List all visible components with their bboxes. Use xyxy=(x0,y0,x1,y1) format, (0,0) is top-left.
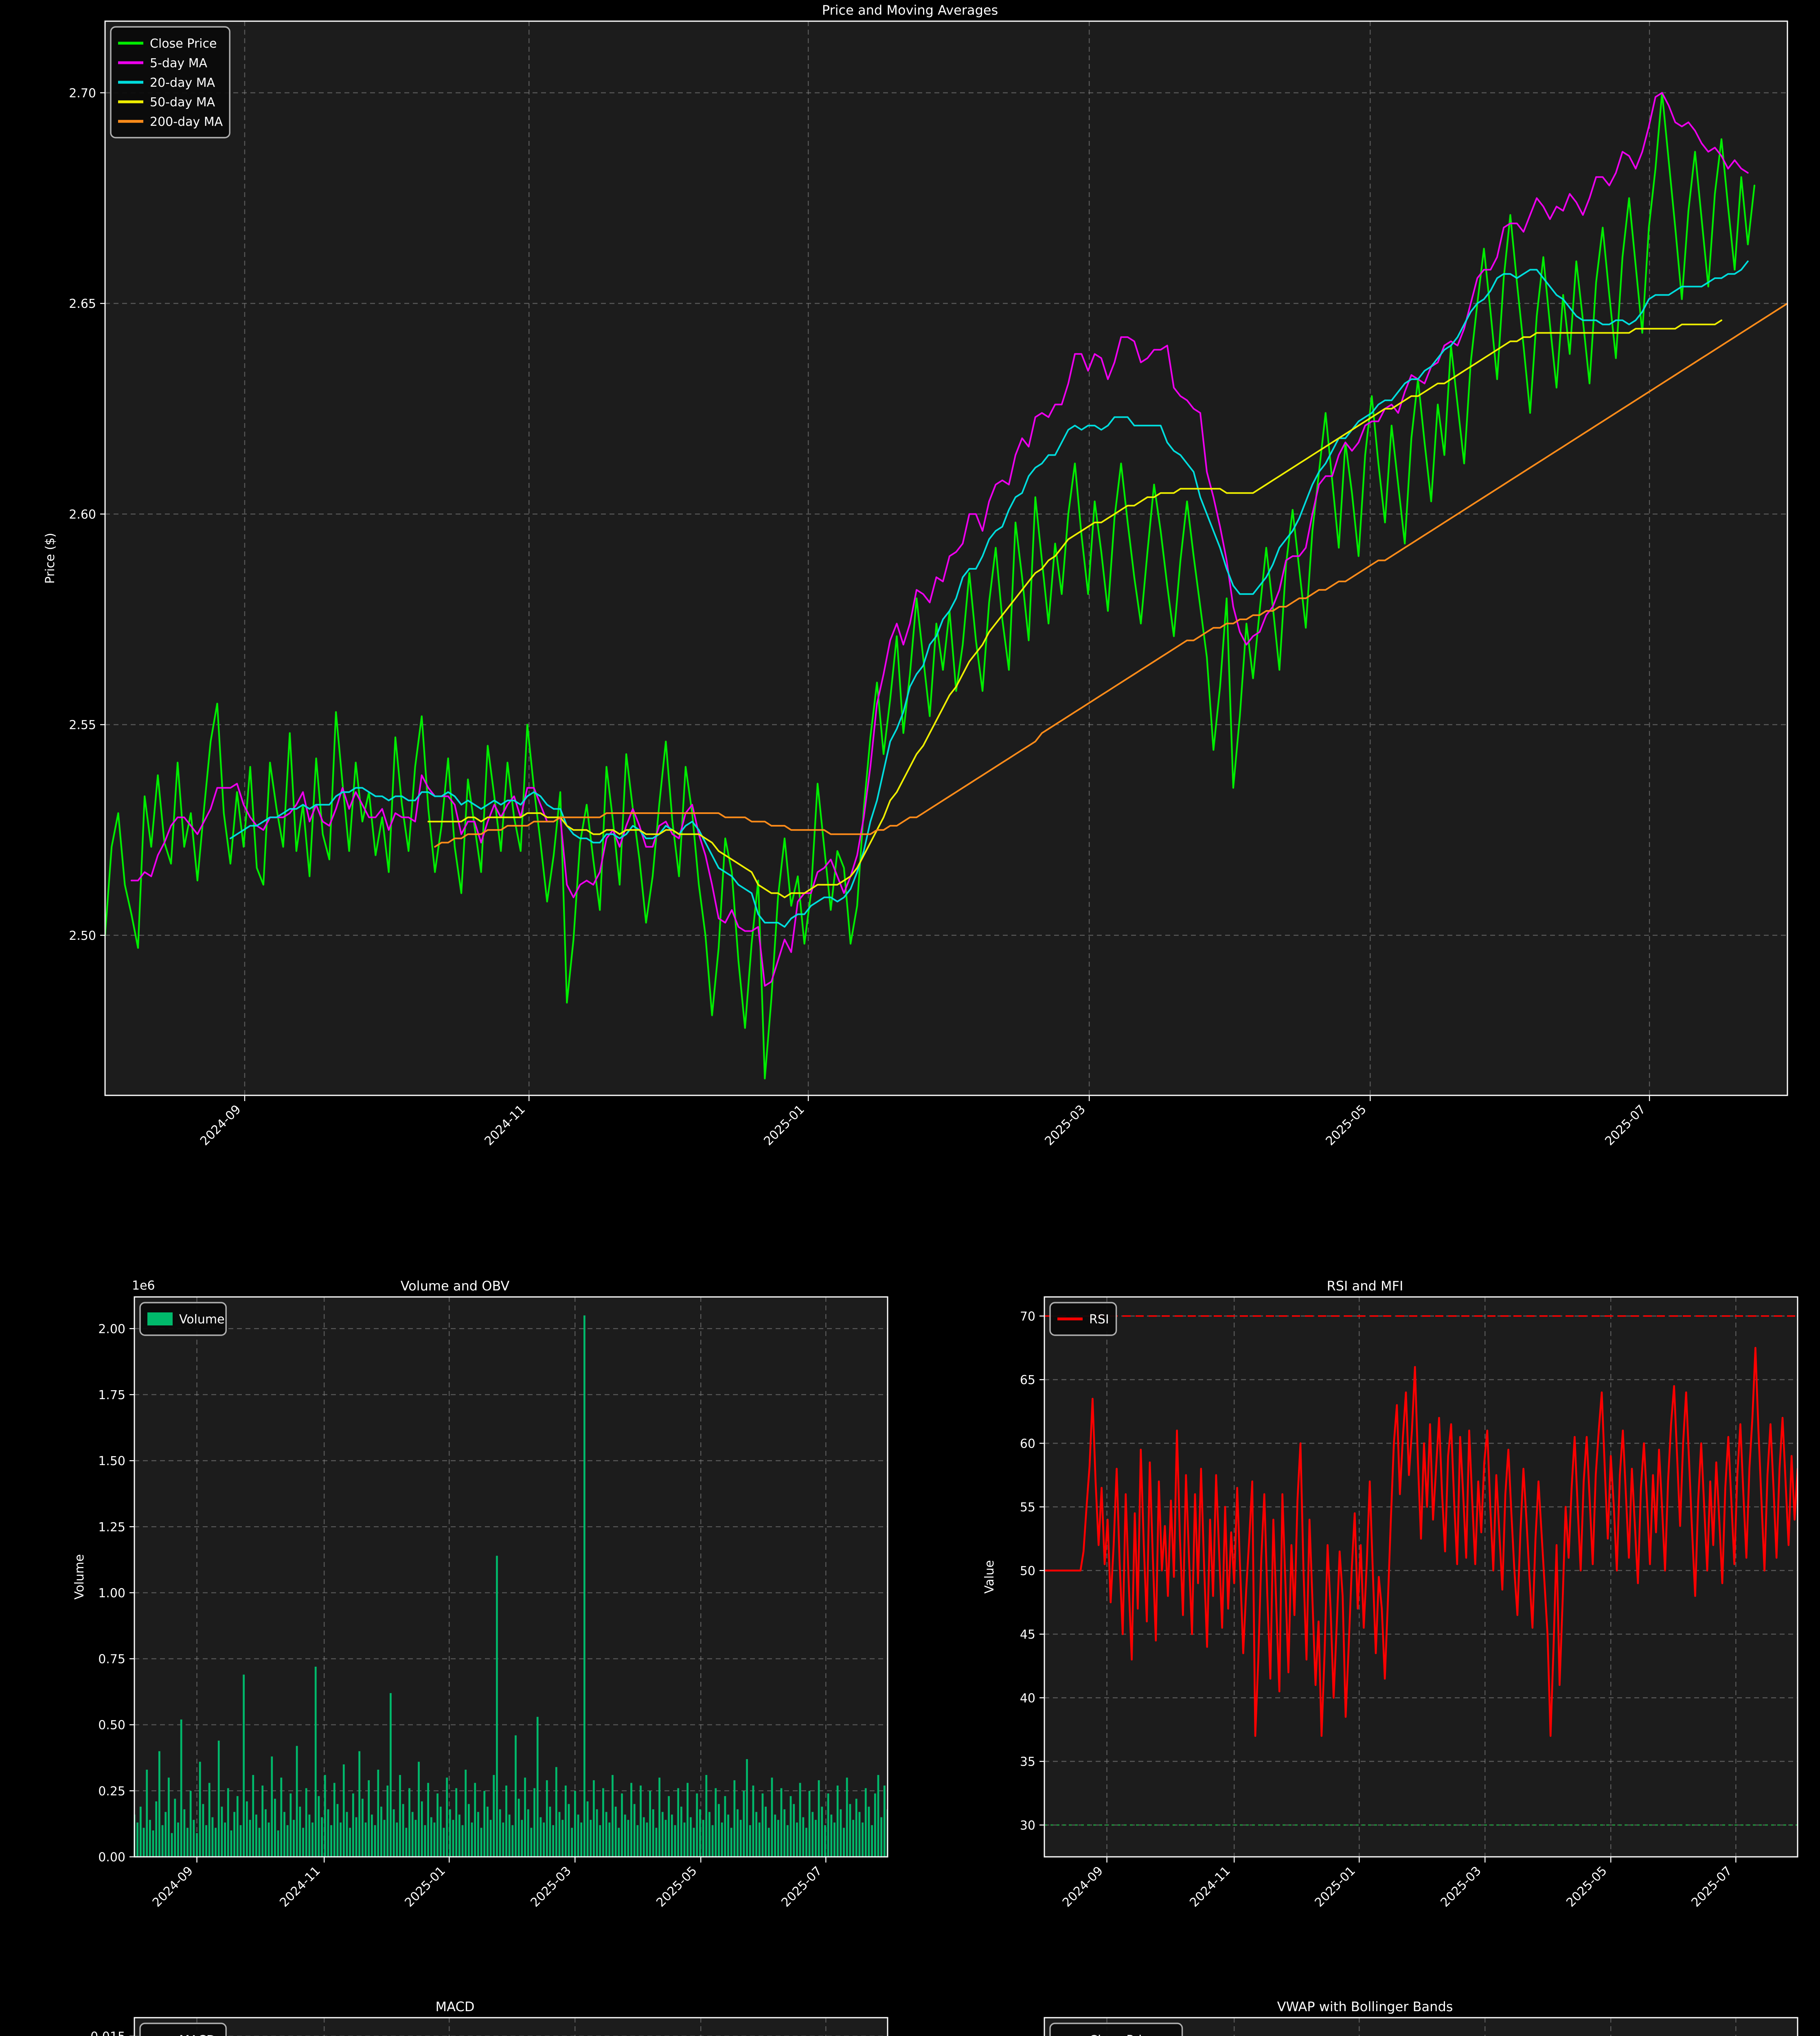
chart-legend[interactable]: Close Price 5-day MA 20-day MA 50-day MA 200… xyxy=(110,26,230,138)
series-line-50-day-ma xyxy=(428,319,1722,898)
y-axis-label: Value xyxy=(982,1560,997,1593)
y-tick-label: 2.55 xyxy=(69,718,96,733)
y-tick-label: 55 xyxy=(1020,1501,1035,1515)
y-tick-label: 45 xyxy=(1020,1628,1035,1642)
panel-title: Volume and OBV xyxy=(401,1278,510,1294)
series-line-20-day-ma xyxy=(229,260,1749,928)
x-tick-label: 2025-03 xyxy=(528,1864,574,1910)
x-tick-label: 2025-05 xyxy=(1323,1102,1369,1148)
x-tick-label: 2024-09 xyxy=(1060,1864,1106,1910)
panel-title: Price and Moving Averages xyxy=(822,2,998,18)
series-line-200-day-ma xyxy=(434,303,1787,848)
panel-title: MACD xyxy=(436,1999,475,2014)
y-tick-label: 60 xyxy=(1020,1437,1035,1451)
y-tick-label: 1.25 xyxy=(98,1520,125,1534)
y-axis-label: Price ($) xyxy=(43,533,57,584)
y-tick-label: 50 xyxy=(1020,1564,1035,1578)
x-tick-label: 2024-09 xyxy=(150,1864,196,1910)
legend-label: 200-day MA xyxy=(150,115,223,129)
x-tick-label: 2025-01 xyxy=(402,1864,448,1910)
x-tick-label: 2025-07 xyxy=(779,1864,825,1910)
x-tick-label: 2025-05 xyxy=(1563,1864,1609,1910)
y-tick-label: 1.00 xyxy=(98,1586,125,1600)
panel-title: RSI and MFI xyxy=(1327,1278,1403,1294)
y-tick-label: 0.75 xyxy=(98,1652,125,1667)
x-tick-label: 2025-03 xyxy=(1042,1102,1088,1148)
y-tick-label: 2.50 xyxy=(69,929,96,943)
y-axis-label: Volume xyxy=(72,1554,87,1600)
panel-title: VWAP with Bollinger Bands xyxy=(1277,1999,1453,2014)
x-tick-label: 2025-07 xyxy=(1689,1864,1735,1910)
x-tick-label: 2025-03 xyxy=(1438,1864,1484,1910)
legend-label: Close Price xyxy=(150,37,217,51)
chart-panel-vwap-bb: VWAP with Bollinger Bands2.502.552.602.6… xyxy=(910,1971,1820,2036)
legend-label: MACD xyxy=(179,2033,216,2036)
plot-area xyxy=(1044,1297,1798,1857)
legend-label: RSI xyxy=(1089,1312,1109,1327)
chart-legend[interactable]: MACDSignal xyxy=(139,2023,227,2036)
series-line-rsi xyxy=(1044,1347,1798,1737)
y-tick-label: 65 xyxy=(1020,1373,1035,1387)
chart-panel-volume-obv: Volume and OBV 0.00 0.25 0.50 0.75 1.00 1.25 1.… xyxy=(0,1250,910,1971)
plot-area xyxy=(134,1297,888,1857)
y-tick-label: 0.00 xyxy=(98,1850,125,1865)
y-axis-offset-text: 1e6 xyxy=(132,1279,155,1293)
x-tick-label: 2025-07 xyxy=(1602,1102,1648,1148)
y-tick-label: 2.60 xyxy=(69,507,96,522)
chart-panel-price-ma: Price and Moving Averages 2.50 2.55 2.60 2.6… xyxy=(43,2,1788,1148)
legend-label: 5-day MA xyxy=(150,56,208,70)
chart-legend[interactable]: Close PriceVWAPVWAP BB UpperVWAP BB Lowe… xyxy=(1049,2023,1186,2036)
x-tick-label: 2024-11 xyxy=(277,1864,323,1910)
y-tick-label: 1.50 xyxy=(98,1454,125,1468)
y-tick-label: 2.70 xyxy=(69,86,96,101)
x-tick-label: 2025-05 xyxy=(653,1864,699,1910)
chart-panel-macd: MACD−0.010−0.0050.0000.0050.0100.0152024… xyxy=(0,1971,910,2036)
chart-legend[interactable]: Volume xyxy=(139,1302,227,1336)
x-tick-label: 2025-01 xyxy=(1312,1864,1358,1910)
y-tick-label: 30 xyxy=(1020,1819,1035,1833)
y-tick-label: 1.75 xyxy=(98,1388,125,1402)
y-tick-label: 0.25 xyxy=(98,1784,125,1799)
x-tick-label: 2024-11 xyxy=(1187,1864,1233,1910)
y-tick-label: 2.65 xyxy=(69,297,96,311)
y-tick-label: 2.00 xyxy=(98,1322,125,1336)
legend-label: Close Price xyxy=(1089,2033,1156,2036)
y-tick-label: 35 xyxy=(1020,1755,1035,1769)
y-tick-label: 0.50 xyxy=(98,1718,125,1733)
x-tick-label: 2024-09 xyxy=(197,1102,243,1148)
y-tick-label: 70 xyxy=(1020,1310,1035,1324)
x-tick-label: 2024-11 xyxy=(482,1102,528,1148)
series-line-5-day-ma xyxy=(130,92,1749,987)
legend-label: 20-day MA xyxy=(150,76,215,90)
y-tick-label: 0.015 xyxy=(90,2030,125,2036)
chart-legend[interactable]: RSI xyxy=(1049,1302,1117,1336)
chart-panel-rsi-mfi: RSI and MFI 30 35 40 45 50 55 60 65 70 2024-09 2024… xyxy=(910,1250,1820,1971)
legend-label: Volume xyxy=(179,1312,225,1327)
plot-area xyxy=(105,21,1787,1095)
plot-area xyxy=(134,2018,888,2036)
legend-label: 50-day MA xyxy=(150,95,215,110)
y-tick-label: 40 xyxy=(1020,1691,1035,1705)
series-line-close-price xyxy=(105,92,1756,1079)
x-tick-label: 2025-01 xyxy=(761,1102,807,1148)
